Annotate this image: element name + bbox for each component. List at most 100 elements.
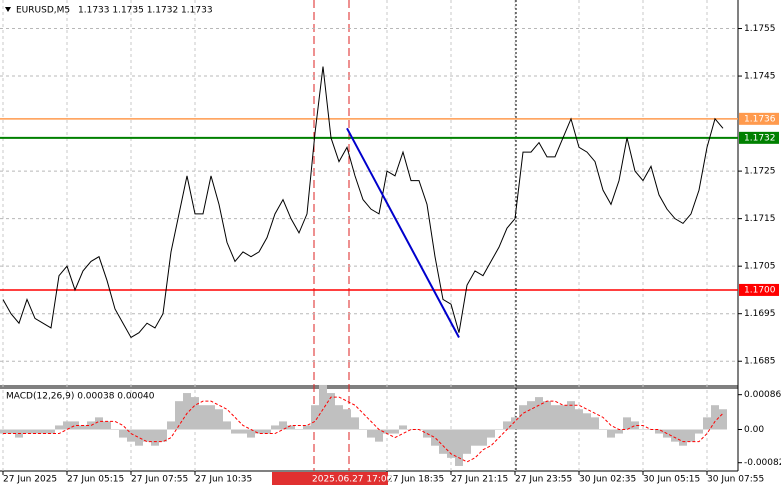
histogram-bar — [695, 429, 703, 434]
histogram-bar — [79, 425, 87, 430]
histogram-bar — [167, 421, 175, 430]
y-tick-label: 1.1685 — [744, 357, 776, 367]
x-tick-label: 27 Jun 23:55 — [515, 475, 572, 485]
histogram-bar — [119, 429, 127, 438]
histogram-bar — [631, 421, 639, 430]
x-tick-label: 27 Jun 10:35 — [195, 475, 252, 485]
signal-line — [3, 396, 724, 463]
histogram-bar — [143, 429, 151, 442]
histogram-bar — [183, 393, 191, 430]
price-line — [2, 66, 724, 339]
histogram-bar — [351, 417, 359, 430]
trendline — [346, 127, 460, 338]
histogram-bar — [295, 429, 303, 430]
histogram-bar — [559, 405, 567, 430]
histogram-bar — [455, 429, 463, 466]
histogram-bar — [207, 405, 215, 430]
x-tick-label: 30 Jun 02:35 — [579, 475, 636, 485]
level-label: 1.1732 — [744, 133, 776, 143]
histogram-bar — [279, 421, 287, 430]
histogram-bar — [311, 405, 319, 430]
x-tick-label: 27 Jun 05:15 — [67, 475, 124, 485]
level-label-bg — [739, 283, 779, 296]
histogram-bar — [159, 429, 167, 442]
y-tick-label: 1.1745 — [744, 72, 776, 82]
histogram-bar — [87, 421, 95, 430]
histogram-bar — [719, 409, 727, 430]
histogram-bar — [519, 405, 527, 430]
symbol-title: EURUSD,M5 — [16, 6, 70, 16]
histogram-bar — [7, 429, 15, 434]
histogram-bar — [359, 429, 367, 430]
histogram-bar — [711, 405, 719, 430]
histogram-bar — [639, 429, 647, 430]
x-tick-label: 30 Jun 05:15 — [643, 475, 700, 485]
histogram-bar — [31, 429, 39, 434]
histogram-bar — [135, 429, 143, 446]
x-tick-label: 30 Jun 07:55 — [707, 475, 764, 485]
histogram-bar — [679, 429, 687, 446]
histogram-bar — [55, 425, 63, 430]
histogram-bar — [583, 413, 591, 430]
histogram-bar — [303, 425, 311, 430]
histogram-bar — [615, 429, 623, 434]
histogram-bar — [447, 429, 455, 458]
histogram-bar — [383, 429, 391, 434]
histogram-bar — [239, 429, 247, 434]
level-label: 1.1736 — [744, 114, 776, 124]
histogram-bar — [367, 429, 375, 438]
histogram-bar — [671, 429, 679, 442]
histogram-bar — [231, 429, 239, 434]
time-label: 2025.06.27 17:00 — [312, 475, 393, 485]
histogram-bar — [527, 401, 535, 430]
histogram-bar — [247, 429, 255, 438]
histogram-bar — [511, 417, 519, 430]
y-tick-label: 1.1715 — [744, 214, 776, 224]
y-tick-label: 1.1705 — [744, 262, 776, 272]
histogram-bar — [439, 429, 447, 454]
histogram-bar — [623, 417, 631, 430]
ohlc: 1.1733 1.1735 1.1732 1.1733 — [78, 6, 213, 16]
histogram-bar — [255, 429, 263, 434]
histogram-bar — [39, 429, 47, 434]
histogram-bar — [607, 429, 615, 438]
histogram-bar — [95, 417, 103, 430]
histogram-bar — [263, 429, 271, 434]
level-label-bg — [739, 112, 779, 125]
histogram-bar — [111, 429, 119, 430]
macd-title: MACD(12,26,9) 0.00038 0.00040 — [6, 392, 155, 402]
histogram-bar — [175, 401, 183, 430]
histogram-bar — [391, 429, 399, 434]
histogram-bar — [343, 409, 351, 430]
histogram-bar — [703, 417, 711, 430]
histogram-bar — [543, 401, 551, 430]
histogram-bar — [399, 425, 407, 430]
histogram-bar — [471, 429, 479, 446]
histogram-bar — [495, 429, 503, 430]
histogram-bar — [551, 405, 559, 430]
histogram-bar — [591, 417, 599, 430]
histogram-bar — [199, 405, 207, 430]
histogram-bar — [0, 429, 7, 434]
time-label-bg — [272, 472, 388, 485]
histogram-bar — [655, 429, 663, 434]
histogram-bar — [407, 429, 415, 430]
histogram-bar — [327, 393, 335, 430]
histogram-bar — [463, 429, 471, 454]
y-tick-label: -0.00082 — [744, 458, 781, 468]
histogram-bar — [375, 429, 383, 442]
histogram-bar — [151, 429, 159, 446]
histogram-bar — [63, 421, 71, 430]
x-tick-label: 27 Jun 2025 — [3, 475, 57, 485]
menu-arrow — [5, 7, 11, 12]
x-tick-label: 27 Jun 18:35 — [387, 475, 444, 485]
histogram-bar — [479, 429, 487, 446]
y-tick-label: 0.00 — [744, 425, 764, 435]
histogram-bar — [503, 421, 511, 430]
histogram-bar — [47, 429, 55, 434]
histogram-bar — [71, 421, 79, 430]
histogram-bar — [567, 401, 575, 430]
histogram-bar — [575, 409, 583, 430]
